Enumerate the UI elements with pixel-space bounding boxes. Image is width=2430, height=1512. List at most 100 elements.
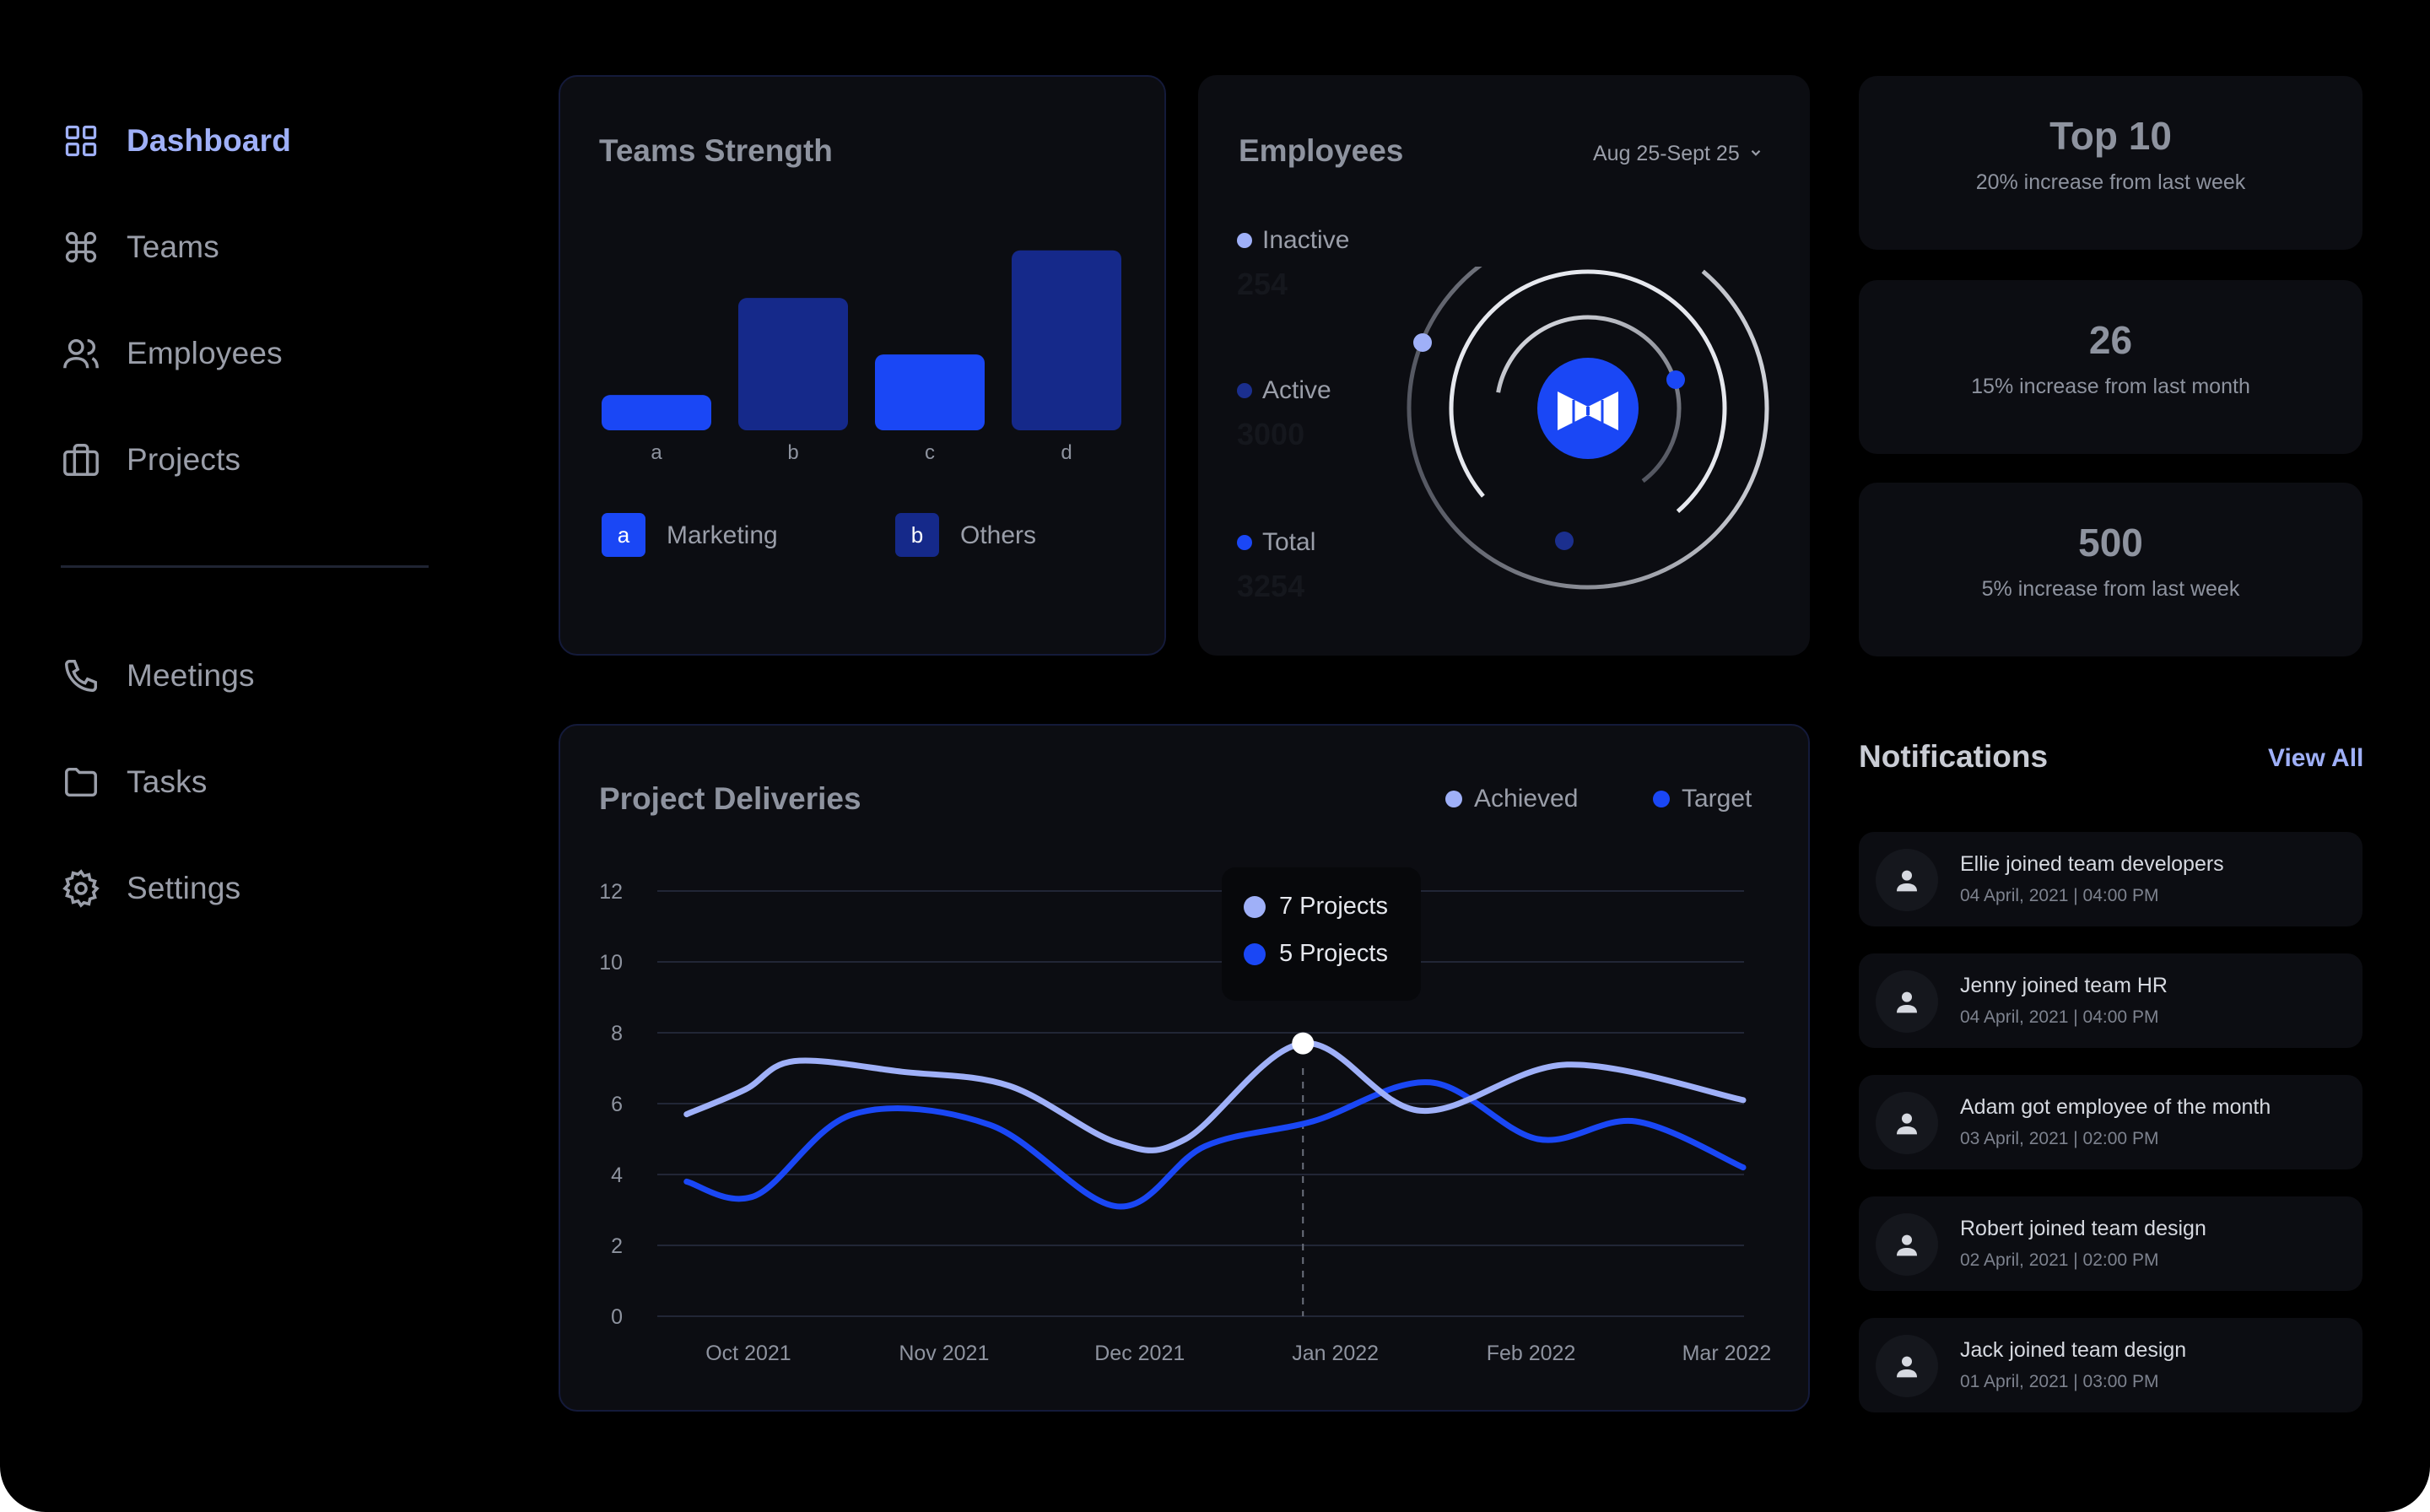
employee-stat-value: 3000	[1237, 417, 1305, 451]
employee-stat-total: Total 3254	[1237, 528, 1315, 604]
series-line-achieved	[683, 1040, 1747, 1153]
notification-date: 02 April, 2021 | 02:00 PM	[1960, 1250, 2159, 1270]
sidebar-item-teams[interactable]: Teams	[61, 222, 219, 273]
command-icon	[61, 227, 101, 267]
y-tick-label: 12	[599, 880, 623, 904]
teams-strength-bar-chart	[602, 250, 1121, 430]
bar-a	[602, 395, 711, 430]
stat-caption: 15% increase from last month	[1971, 375, 2250, 398]
employee-stat-active: Active 3000	[1237, 376, 1331, 452]
x-tick-label: Feb 2022	[1487, 1342, 1576, 1365]
project-deliveries-title: Project Deliveries	[599, 781, 861, 816]
user-icon	[1897, 1234, 1917, 1256]
sidebar-item-employees[interactable]: Employees	[61, 328, 283, 379]
legend-label: Target	[1682, 785, 1752, 813]
notification-date: 04 April, 2021 | 04:00 PM	[1960, 1007, 2159, 1027]
stat-caption: 20% increase from last week	[1975, 170, 2246, 194]
bar-label: c	[925, 441, 935, 464]
y-tick-label: 0	[611, 1305, 623, 1329]
notification-text: Robert joined team design	[1960, 1217, 2206, 1240]
notification-item[interactable]: Ellie joined team developers 04 April, 2…	[1859, 832, 2362, 926]
avatar	[1876, 849, 1938, 911]
sidebar-item-label: Employees	[127, 336, 283, 370]
series-line-target	[683, 1079, 1747, 1210]
stat-card-total: 500 5% increase from last week	[1859, 483, 2362, 656]
y-tick-label: 6	[611, 1093, 623, 1116]
date-range-dropdown[interactable]: Aug 25-Sept 25	[1593, 142, 1763, 166]
avatar	[1876, 1335, 1938, 1397]
x-tick-label: Oct 2021	[705, 1342, 791, 1365]
notification-date: 04 April, 2021 | 04:00 PM	[1960, 886, 2159, 905]
sidebar-item-projects[interactable]: Projects	[61, 435, 240, 485]
notification-item[interactable]: Jack joined team design 01 April, 2021 |…	[1859, 1318, 2362, 1412]
stat-caption: 5% increase from last week	[1981, 577, 2240, 601]
legend-dot	[1244, 942, 1266, 965]
bar-label: b	[787, 441, 799, 464]
legend-dot	[1445, 791, 1462, 807]
gear-icon	[61, 868, 101, 909]
notification-date: 01 April, 2021 | 03:00 PM	[1960, 1372, 2159, 1391]
employee-stat-label: Total	[1262, 528, 1316, 556]
legend-dot	[1653, 791, 1670, 807]
employees-card	[1198, 75, 1810, 656]
view-all-link[interactable]: View All	[2268, 744, 2364, 772]
notification-item[interactable]: Adam got employee of the month 03 April,…	[1859, 1075, 2362, 1169]
notifications-title: Notifications	[1859, 739, 2049, 774]
tooltip-target: 5 Projects	[1279, 940, 1388, 967]
employee-stat-inactive: Inactive 254	[1237, 226, 1349, 302]
employees-title: Employees	[1239, 133, 1404, 168]
sidebar-item-meetings[interactable]: Meetings	[61, 651, 255, 701]
stat-card-top: Top 10 20% increase from last week	[1859, 76, 2362, 250]
y-tick-label: 4	[611, 1164, 623, 1187]
briefcase-icon	[61, 440, 101, 480]
grid-icon	[61, 121, 101, 161]
tooltip-achieved: 7 Projects	[1279, 893, 1388, 920]
notification-text: Jack joined team design	[1960, 1338, 2187, 1362]
legend-dot	[1237, 383, 1252, 398]
employee-stat-label: Inactive	[1262, 226, 1350, 254]
sidebar-item-label: Projects	[127, 442, 241, 477]
y-tick-label: 2	[611, 1234, 623, 1258]
legend-target: Target	[1653, 785, 1752, 813]
employee-stat-value: 3254	[1237, 569, 1305, 603]
sidebar-item-label: Dashboard	[127, 123, 292, 158]
y-tick-label: 10	[599, 951, 623, 975]
x-tick-label: Dec 2021	[1094, 1342, 1185, 1365]
legend-dot	[1244, 895, 1266, 918]
x-tick-label: Jan 2022	[1292, 1342, 1379, 1365]
highlight-point	[1292, 1032, 1315, 1055]
avatar	[1876, 1213, 1938, 1276]
legend-chip-marketing: a	[602, 513, 645, 557]
legend-chip-others: b	[895, 513, 939, 557]
bar-d	[1012, 250, 1121, 430]
user-icon	[1897, 1113, 1917, 1135]
orbit-dot	[1413, 333, 1432, 352]
user-icon	[1897, 870, 1917, 892]
legend-label-marketing: Marketing	[667, 521, 778, 549]
stat-value: Top 10	[2049, 114, 2172, 158]
orbit-dot	[1666, 370, 1685, 389]
sidebar-item-dashboard[interactable]: Dashboard	[61, 116, 291, 166]
avatar	[1876, 970, 1938, 1033]
bar-label: a	[651, 441, 662, 464]
employee-stat-label: Active	[1262, 376, 1331, 404]
sidebar-item-label: Teams	[127, 230, 219, 264]
sidebar-item-tasks[interactable]: Tasks	[61, 757, 208, 807]
user-icon	[1897, 991, 1917, 1013]
user-icon	[1897, 1356, 1917, 1378]
bar-c	[875, 354, 985, 430]
legend-dot	[1237, 233, 1252, 248]
sidebar-item-label: Tasks	[127, 764, 208, 799]
x-tick-label: Nov 2021	[899, 1342, 989, 1365]
notification-item[interactable]: Jenny joined team HR 04 April, 2021 | 04…	[1859, 953, 2362, 1048]
avatar	[1876, 1092, 1938, 1154]
folder-icon	[61, 762, 101, 802]
project-deliveries-line-chart: 0 2 4 6 8 10 12 Oct 2021 Nov 2021 Dec 2021 Jan 202…	[599, 880, 1771, 1365]
sidebar-item-settings[interactable]: Settings	[61, 863, 240, 914]
chevron-down-icon	[1748, 142, 1763, 166]
notification-text: Ellie joined team developers	[1960, 852, 2224, 876]
y-tick-label: 8	[611, 1022, 623, 1045]
notification-date: 03 April, 2021 | 02:00 PM	[1960, 1129, 2159, 1148]
notification-item[interactable]: Robert joined team design 02 April, 2021…	[1859, 1196, 2362, 1291]
